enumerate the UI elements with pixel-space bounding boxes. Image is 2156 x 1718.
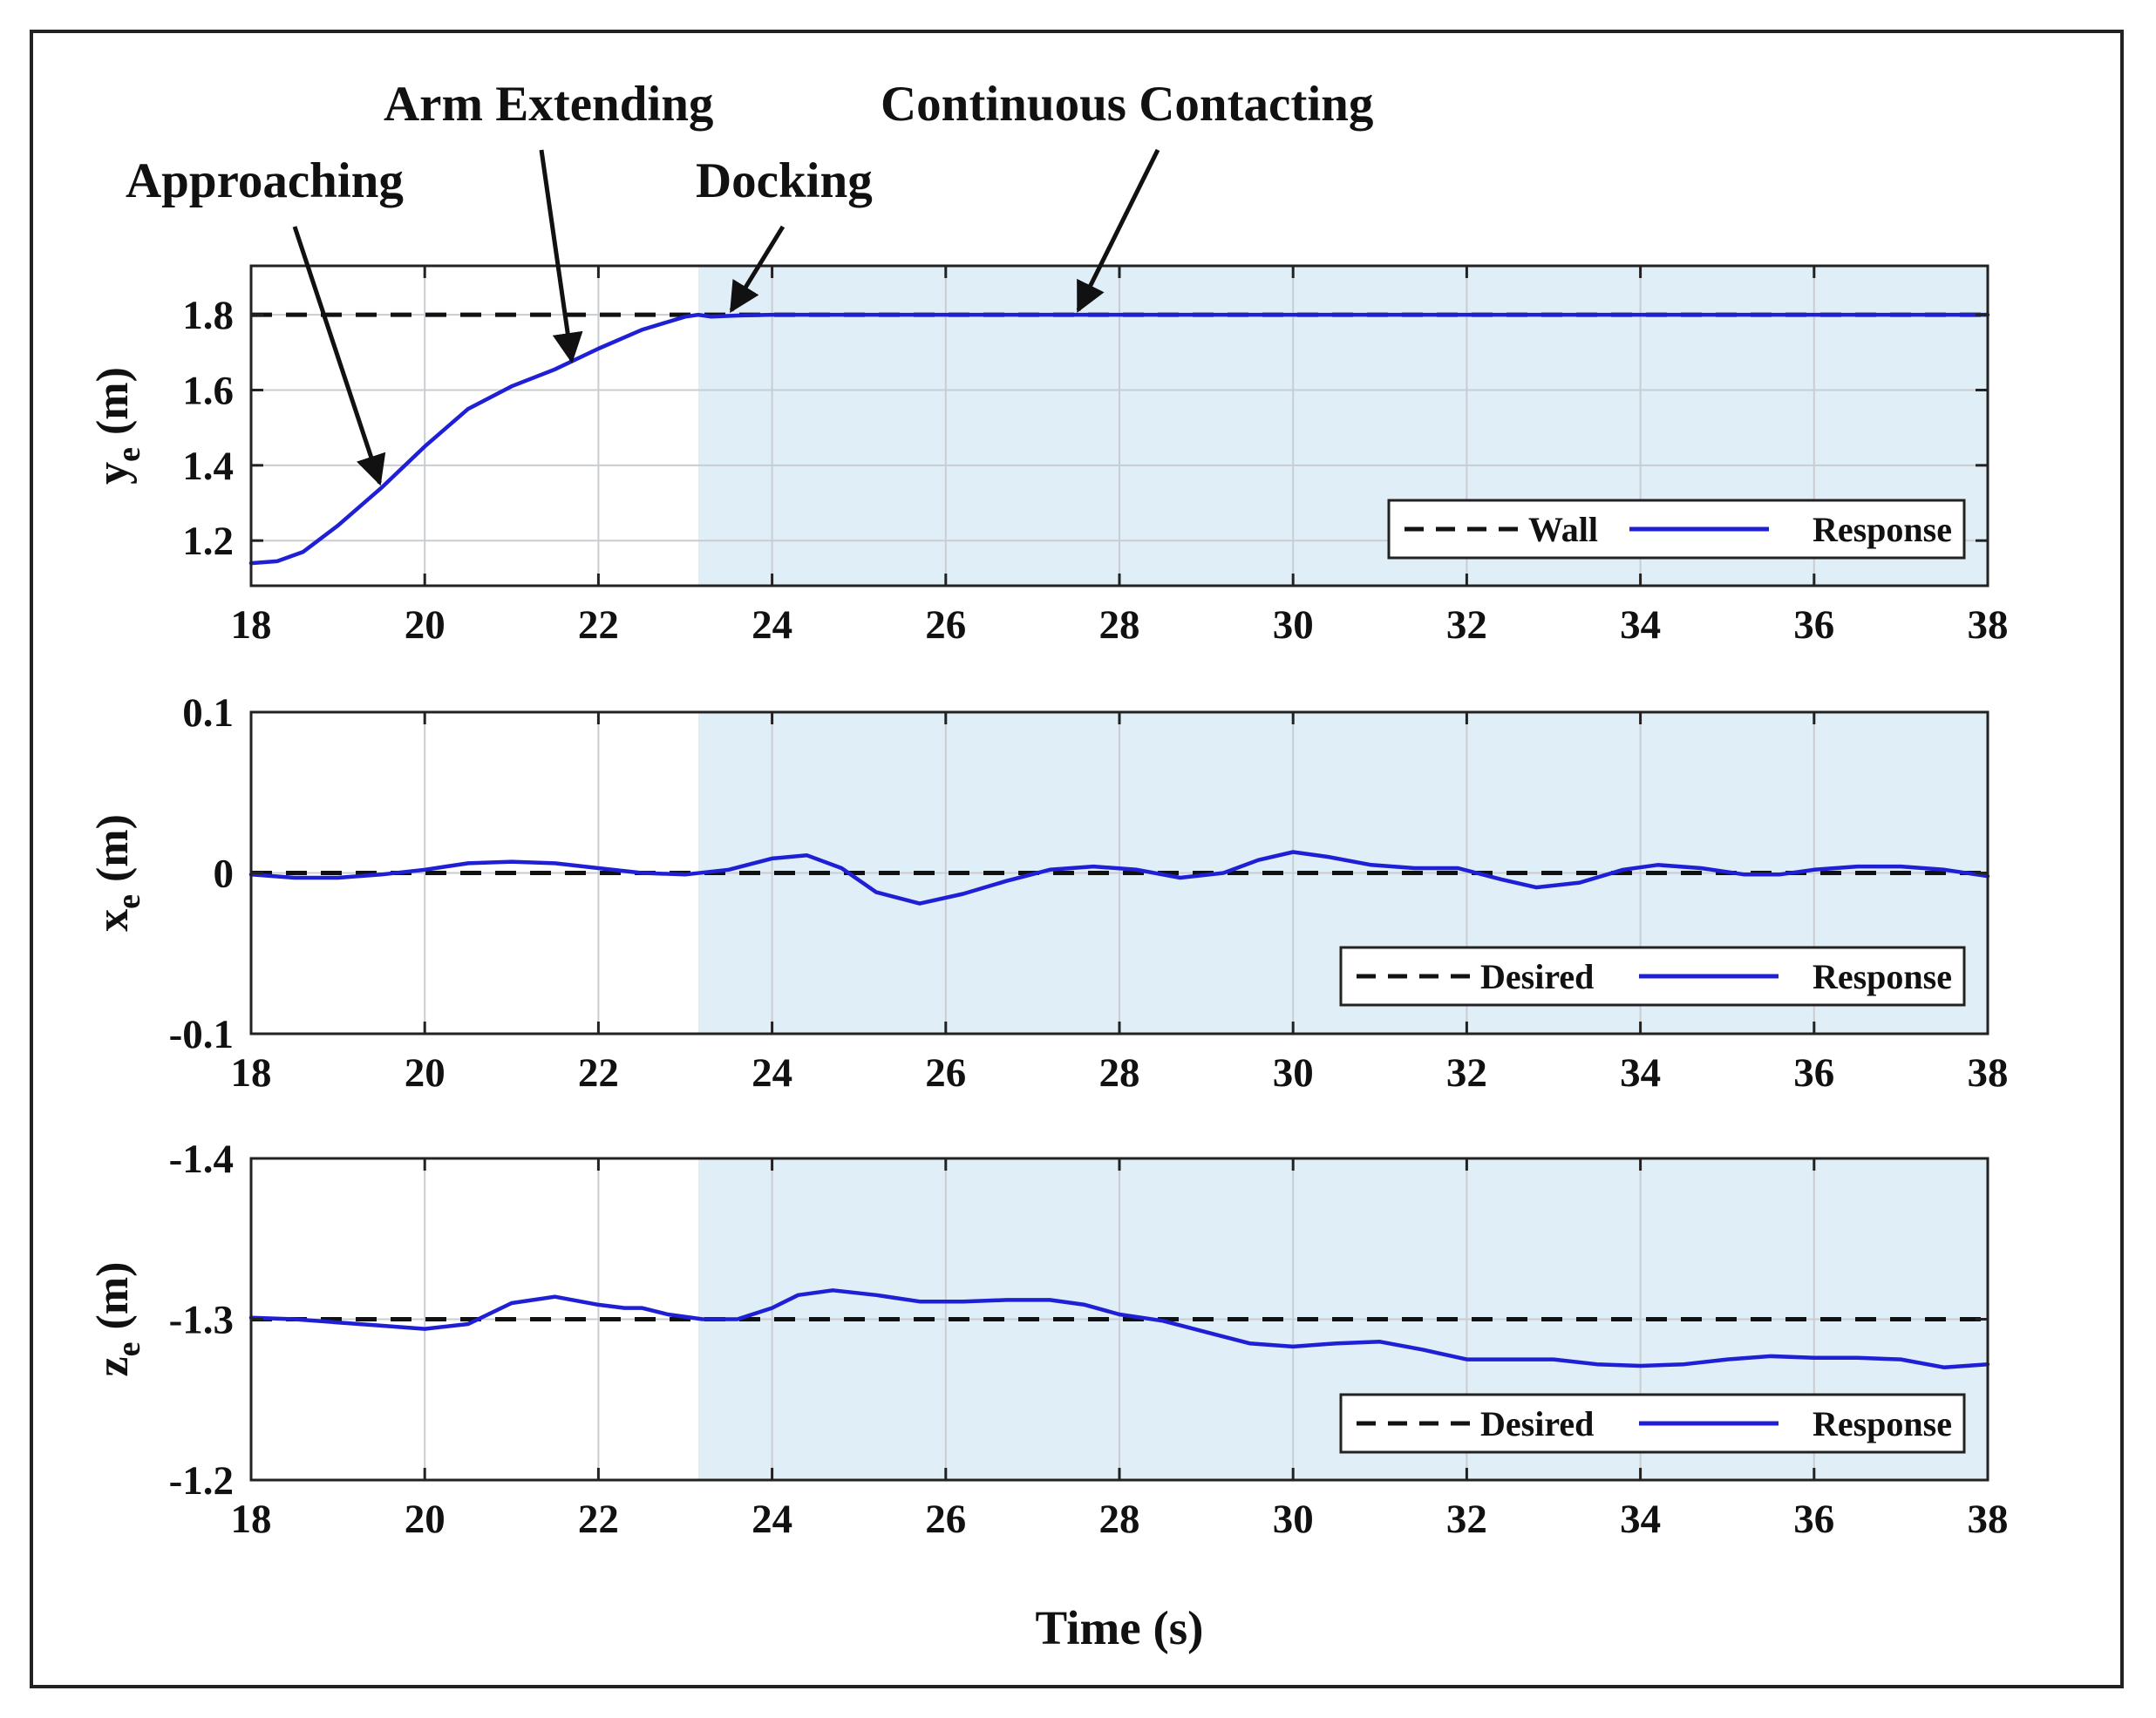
x-tick-label: 26: [925, 1050, 966, 1096]
x-tick-label: 32: [1446, 1050, 1487, 1096]
x-tick-label: 30: [1273, 1050, 1314, 1096]
x-tick-label: 20: [405, 602, 445, 648]
x-tick-label: 20: [405, 1050, 445, 1096]
annotation-continuous-contacting: Continuous Contacting: [881, 77, 1373, 313]
legend-label-response: Response: [1813, 1404, 1952, 1443]
x-tick-label: 18: [231, 1497, 272, 1542]
y-axis-label-subscript: e: [111, 447, 147, 462]
y-tick-label: -1.4: [169, 1137, 234, 1182]
x-tick-label: 36: [1793, 602, 1834, 648]
panel-xe: 18 20 22 24 26 28 30 32 34 36 38 -0.1 0 0.1 xe (m) Desir…: [88, 690, 2009, 1096]
x-tick-label: 38: [1968, 602, 2009, 648]
legend-label-response: Response: [1813, 510, 1952, 549]
y-axis-label-subscript: e: [111, 1341, 147, 1356]
annotation-arm-extending: Arm Extending: [384, 77, 713, 363]
x-tick-label: 18: [231, 602, 272, 648]
x-tick-label: 26: [925, 1497, 966, 1542]
response-line: [248, 312, 1990, 566]
legend: Desired Response: [1339, 946, 1966, 1007]
y-tick-label: 1.8: [182, 293, 234, 338]
x-tick-label: 38: [1968, 1497, 2009, 1542]
x-tick-label: 32: [1446, 602, 1487, 648]
x-tick-label: 34: [1620, 602, 1661, 648]
x-tick-label: 30: [1273, 1497, 1314, 1542]
response-line: [248, 1288, 1990, 1370]
panel-ye: 18 20 22 24 26 28 30 32 34 36 38 1.2 1.4 1.6 1.8 ye (m) W…: [88, 264, 2009, 648]
x-tick-label: 24: [752, 1050, 792, 1096]
x-tick-label: 30: [1273, 602, 1314, 648]
y-axis-label: ze (m): [88, 1262, 147, 1377]
legend-label-response: Response: [1813, 957, 1952, 996]
legend-label-reference: Desired: [1480, 1404, 1594, 1443]
y-tick-label: -0.1: [169, 1012, 234, 1057]
y-tick-label: 1.6: [182, 368, 234, 413]
x-tick-label: 34: [1620, 1497, 1661, 1542]
x-tick-label: 38: [1968, 1050, 2009, 1096]
y-tick-label: 0.1: [182, 690, 234, 736]
annotation-label-docking: Docking: [696, 153, 873, 208]
x-tick-label: 20: [405, 1497, 445, 1542]
y-axis-label-symbol: y: [88, 462, 138, 485]
x-tick-label: 32: [1446, 1497, 1487, 1542]
figure: 18 20 22 24 26 28 30 32 34 36 381.21.41.61.8ye(m)W…: [88, 77, 2009, 1654]
x-tick-label: 22: [578, 1497, 619, 1542]
y-axis-label: ye (m): [88, 367, 147, 485]
y-axis-label-unit: (m): [88, 814, 138, 882]
y-axis-label: xe (m): [88, 814, 147, 932]
annotation-arrow-docking: [729, 225, 786, 313]
legend-label-reference: Desired: [1480, 957, 1594, 996]
x-tick-label: 24: [752, 602, 792, 648]
annotation-label-approaching: Approaching: [126, 153, 404, 208]
annotation-approaching: Approaching: [126, 153, 404, 486]
y-axis-label-unit: (m): [88, 1262, 138, 1330]
y-tick-label: -1.2: [169, 1458, 234, 1504]
y-tick-label: -1.3: [169, 1298, 234, 1343]
y-axis-label-symbol: x: [88, 909, 138, 932]
annotation-label-continuous-contacting: Continuous Contacting: [881, 77, 1373, 132]
figure-frame: 18 20 22 24 26 28 30 32 34 36 38 1.2 1.4 1.6 1.8 ye(m) W…: [30, 30, 2124, 1688]
y-tick-label: 0: [214, 852, 235, 897]
x-tick-label: 28: [1099, 1050, 1140, 1096]
response-line: [248, 850, 1990, 906]
x-tick-label: 22: [578, 602, 619, 648]
annotation-label-arm-extending: Arm Extending: [384, 77, 713, 132]
annotation-arrow-continuous-contacting: [1076, 148, 1160, 313]
y-axis-label-unit: (m): [88, 367, 138, 435]
x-tick-label: 36: [1793, 1050, 1834, 1096]
annotation-docking: Docking: [696, 153, 873, 313]
y-tick-label: 1.4: [182, 444, 234, 489]
legend-label-reference: Wall: [1528, 510, 1598, 549]
annotation-arrow-arm-extending: [539, 149, 583, 363]
legend: Desired Response: [1339, 1393, 1966, 1454]
x-tick-label: 28: [1099, 1497, 1140, 1542]
x-tick-label: 26: [925, 602, 966, 648]
y-tick-label: 1.2: [182, 519, 234, 564]
legend: Wall Response: [1387, 499, 1966, 560]
y-axis-label-subscript: e: [111, 894, 147, 909]
x-tick-label: 34: [1620, 1050, 1661, 1096]
x-tick-label: 28: [1099, 602, 1140, 648]
x-tick-label: 18: [231, 1050, 272, 1096]
annotation-arrow-approaching: [292, 226, 386, 486]
x-axis-title: Time (s): [1036, 1601, 1204, 1654]
x-tick-label: 36: [1793, 1497, 1834, 1542]
x-tick-label: 24: [752, 1497, 792, 1542]
x-tick-label: 22: [578, 1050, 619, 1096]
panel-ze: 18 20 22 24 26 28 30 32 34 36 38 -1.4 -1.3 -1.2 ze (m) D…: [88, 1137, 2009, 1542]
y-axis-label-symbol: z: [88, 1356, 138, 1376]
